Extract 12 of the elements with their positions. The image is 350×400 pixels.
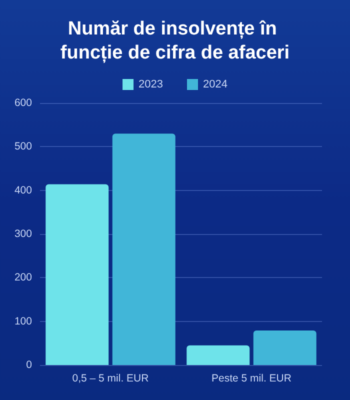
y-tick-label: 200 xyxy=(14,272,32,284)
y-tick-label: 600 xyxy=(14,97,32,109)
x-tick-label: 0,5 – 5 mil. EUR xyxy=(72,372,150,384)
y-tick-label: 0 xyxy=(26,359,32,371)
y-tick-label: 500 xyxy=(14,140,32,153)
y-tick-label: 300 xyxy=(14,228,32,240)
x-tick-label: Peste 5 mil. EUR xyxy=(212,372,292,384)
y-tick-label: 400 xyxy=(14,184,32,196)
y-tick-label: 100 xyxy=(14,315,32,328)
legend-label: 2024 xyxy=(203,78,228,90)
legend-label: 2023 xyxy=(138,78,164,90)
chart-title: Număr de insolvențe în funcție de cifra de afaceri xyxy=(60,18,290,64)
